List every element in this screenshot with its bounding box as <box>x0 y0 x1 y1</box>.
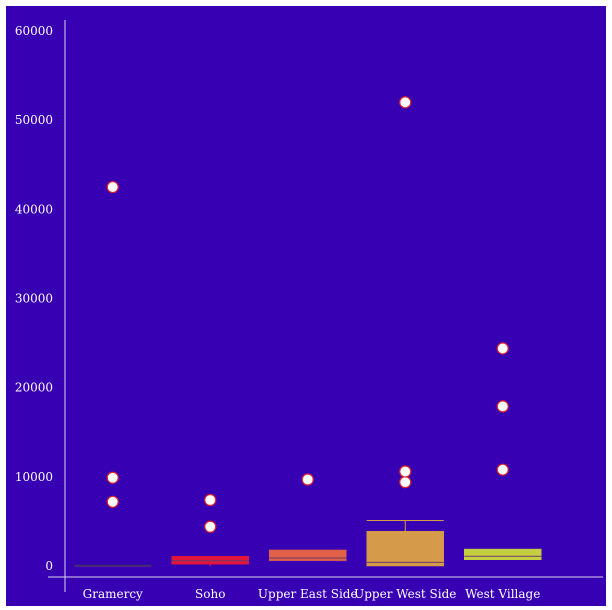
outlier-point <box>399 476 412 489</box>
chart-frame: 0 10000 20000 30000 40000 50000 60000 Gramercy… <box>6 6 606 606</box>
outlier-point <box>399 96 412 109</box>
plot-background <box>6 6 606 606</box>
y-tick-label: 30000 <box>15 292 53 306</box>
outlier-points <box>106 96 509 533</box>
box-upper-east-side <box>269 549 347 561</box>
box-upper-west-side <box>366 520 444 567</box>
box-plot-chart: 0 10000 20000 30000 40000 50000 60000 Gramercy… <box>6 6 606 606</box>
x-tick-label: Soho <box>195 587 225 601</box>
y-tick-label: 20000 <box>15 381 53 395</box>
outlier-point <box>204 520 217 533</box>
outlier-point <box>106 180 119 194</box>
x-tick-label: Upper East Side <box>258 587 358 601</box>
outlier-point <box>496 342 509 355</box>
y-tick-label: 0 <box>45 559 53 573</box>
x-tick-label: West Village <box>465 587 540 601</box>
box-iqr <box>366 530 444 567</box>
x-tick-label: Gramercy <box>83 587 143 601</box>
outlier-point <box>496 463 509 476</box>
outlier-point <box>106 471 119 484</box>
outlier-point <box>106 495 119 508</box>
outlier-point <box>204 493 217 507</box>
y-tick-label: 10000 <box>15 470 53 484</box>
outlier-point <box>301 473 314 486</box>
box-west-village <box>464 548 542 561</box>
outlier-point <box>399 465 412 478</box>
y-tick-label: 40000 <box>15 202 53 216</box>
y-tick-label: 60000 <box>15 24 53 38</box>
box-series <box>74 520 542 567</box>
box-gramercy <box>74 564 152 567</box>
y-tick-labels: 0 10000 20000 30000 40000 50000 60000 <box>15 24 53 573</box>
x-tick-label: Upper West Side <box>354 587 456 601</box>
box-iqr <box>269 549 347 561</box>
box-soho <box>171 555 249 566</box>
y-tick-label: 50000 <box>15 113 53 127</box>
box-iqr <box>464 548 542 561</box>
outlier-point <box>496 400 509 413</box>
axes <box>48 20 603 592</box>
